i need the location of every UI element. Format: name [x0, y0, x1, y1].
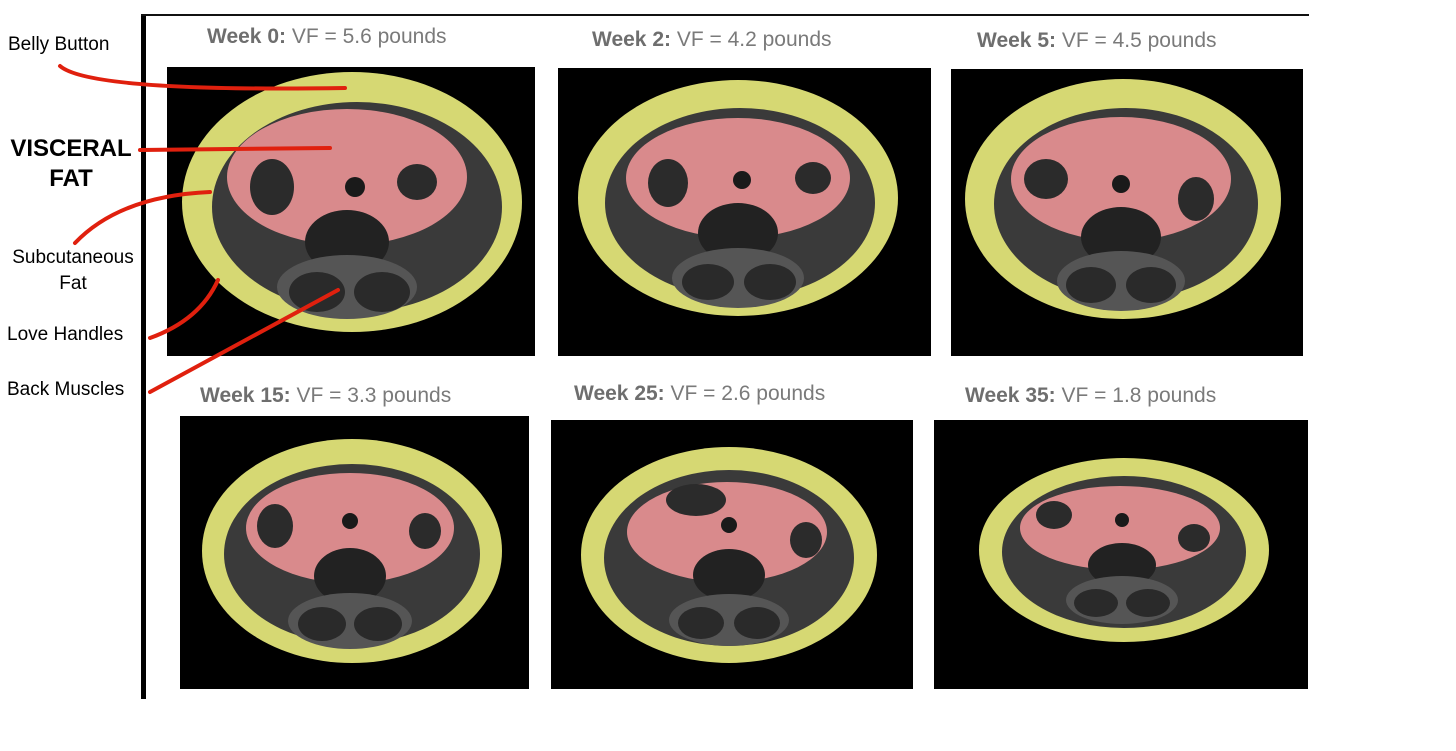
subcutaneous-fat-label: Subcutaneous Fat	[2, 245, 144, 297]
mri-scan-week-35	[934, 420, 1308, 689]
mri-scan-week-25	[551, 420, 913, 689]
visceral-label-line2: FAT	[49, 165, 93, 192]
mri-slice	[581, 447, 877, 663]
mri-scan-week-15	[180, 416, 529, 689]
week-label: Week 25:	[574, 382, 665, 405]
panel-title-week-5: Week 5: VF = 4.5 pounds	[977, 29, 1217, 53]
belly-button-label: Belly Button	[8, 34, 110, 55]
week-label: Week 35:	[965, 384, 1056, 407]
mri-slice	[979, 458, 1269, 642]
panel-title-week-0: Week 0: VF = 5.6 pounds	[207, 25, 447, 49]
mri-slice	[965, 79, 1281, 319]
vf-value: VF = 5.6 pounds	[286, 25, 447, 48]
mri-scan-week-5	[951, 69, 1303, 356]
top-border-line	[141, 14, 1309, 16]
panel-title-week-15: Week 15: VF = 3.3 pounds	[200, 384, 451, 408]
week-label: Week 0:	[207, 25, 286, 48]
mri-slice	[182, 72, 522, 332]
mri-scan-week-0	[167, 67, 535, 356]
subcutaneous-label-line2: Fat	[59, 273, 87, 294]
mri-slice	[202, 439, 502, 663]
vf-value: VF = 2.6 pounds	[664, 382, 826, 405]
back-muscles-label: Back Muscles	[7, 379, 125, 400]
visceral-label-line1: VISCERAL	[10, 135, 132, 162]
week-label: Week 15:	[200, 384, 291, 407]
left-border-line	[141, 14, 146, 699]
subcutaneous-label-line1: Subcutaneous	[12, 247, 134, 268]
mri-slice	[578, 80, 898, 316]
week-label: Week 2:	[592, 28, 671, 51]
panel-title-week-25: Week 25: VF = 2.6 pounds	[574, 382, 825, 406]
vf-value: VF = 3.3 pounds	[290, 384, 452, 407]
vf-value: VF = 4.2 pounds	[671, 28, 832, 51]
love-handles-label: Love Handles	[7, 324, 124, 345]
vf-value: VF = 1.8 pounds	[1055, 384, 1217, 407]
mri-scan-week-2	[558, 68, 931, 356]
week-label: Week 5:	[977, 29, 1056, 52]
visceral-fat-label: VISCERAL FAT	[4, 134, 138, 194]
panel-title-week-2: Week 2: VF = 4.2 pounds	[592, 28, 832, 52]
vf-value: VF = 4.5 pounds	[1056, 29, 1217, 52]
panel-title-week-35: Week 35: VF = 1.8 pounds	[965, 384, 1216, 408]
